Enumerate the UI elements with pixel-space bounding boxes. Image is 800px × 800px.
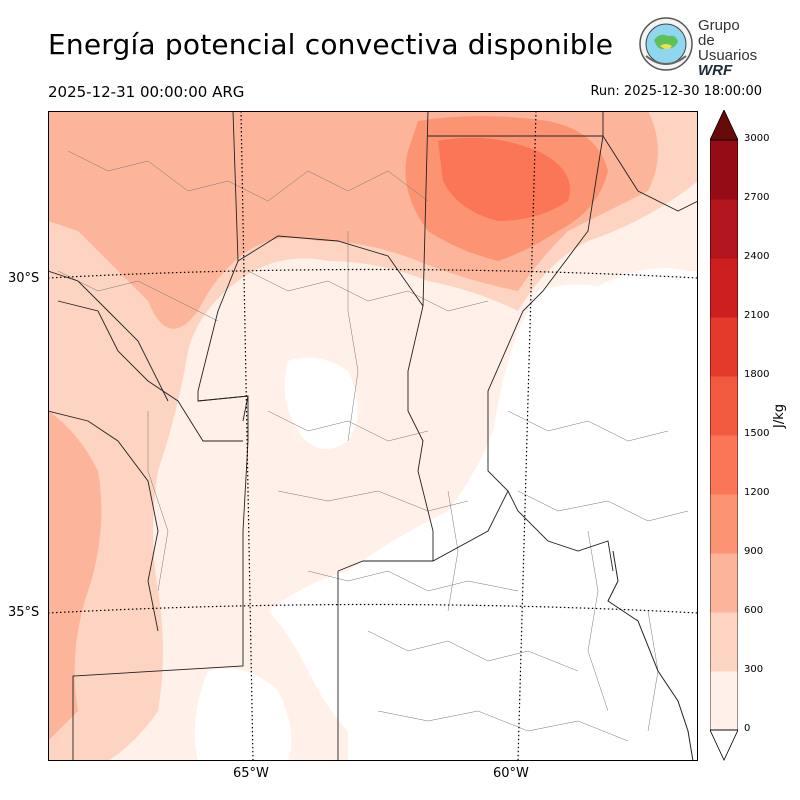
department-lines [57,150,689,742]
cape-fill-zero-east [268,268,698,761]
colorbar-band [710,140,738,200]
colorbar-band [710,199,738,259]
globe-seal-icon [639,17,693,71]
lon-label-65w: 65°W [233,766,269,781]
colorbar-tick-label: 1800 [744,369,770,380]
colorbar-tick-label: 2100 [744,310,770,321]
logo-line3: WRF [698,62,733,79]
colorbar-tick-label: 2400 [744,251,770,262]
cape-fill-zero-southwest [194,668,292,761]
logo: Grupo de Usuarios WRF [638,16,758,78]
coastline [607,550,694,761]
colorbar-band [710,435,738,495]
colorbar-tick-label: 600 [744,605,764,616]
colorbar-tick-label: 2700 [744,192,770,203]
lat-label-35s: 35°S [8,605,40,620]
colorbar-tick-label: 3000 [744,133,770,144]
valid-time: 2025-12-31 00:00:00 ARG [48,83,245,101]
colorbar-band [710,671,738,731]
run-time: Run: 2025-12-30 18:00:00 [590,84,762,99]
chart-title: Energía potencial convectiva disponible [48,28,614,61]
cape-fill-1200 [438,137,570,221]
colorbar-tick-label: 0 [744,723,751,734]
province-lines [48,111,698,761]
colorbar-tick-label: 1500 [744,428,770,439]
logo-line2: Usuarios [698,47,758,64]
colorbar-band [710,317,738,377]
cape-fill-600-west [48,411,102,741]
lon-label-60w: 60°W [493,766,529,781]
graticule [48,111,698,761]
colorbar-max-extend [710,110,738,141]
colorbar-band [710,494,738,554]
colorbar-band [710,258,738,318]
colorbar-band [710,612,738,672]
colorbar-band [710,376,738,436]
colorbar [710,110,738,761]
logo-line1: Grupo de [698,17,740,49]
colorbar-tick-label: 1200 [744,487,770,498]
cape-fill-zero-center [284,357,358,449]
colorbar-unit: J/kg [772,404,787,428]
colorbar-tick-label: 300 [744,664,764,675]
cape-map [48,111,698,761]
lat-label-30s: 30°S [8,271,40,286]
colorbar-tick-label: 900 [744,546,764,557]
colorbar-min-extend [710,729,738,761]
colorbar-band [710,553,738,613]
